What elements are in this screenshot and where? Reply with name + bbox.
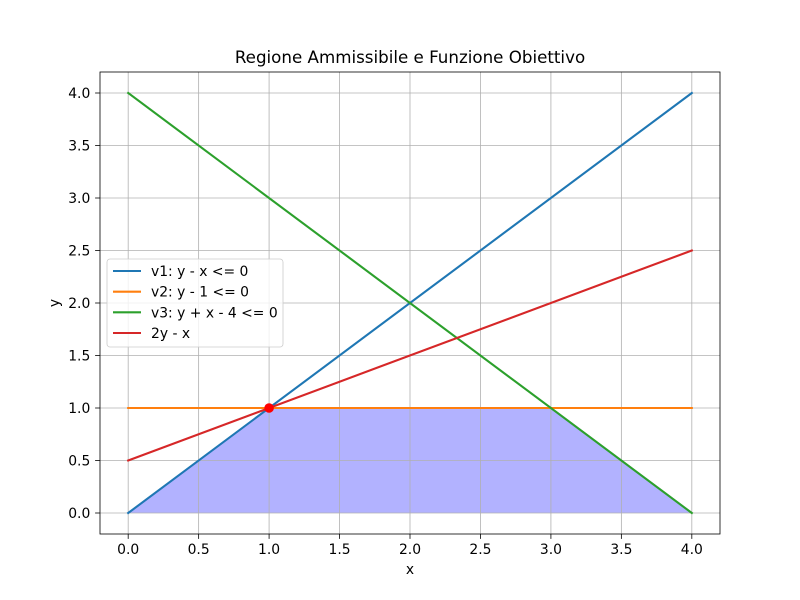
x-tick-label: 3.5: [610, 542, 632, 558]
y-tick-label: 1.0: [68, 401, 90, 417]
x-tick-label: 0.0: [117, 542, 139, 558]
y-tick-label: 1.5: [68, 349, 90, 365]
y-tick-label: 0.5: [68, 454, 90, 470]
legend-label: v1: y - x <= 0: [151, 264, 248, 280]
legend-frame: [106, 258, 284, 348]
chart-title: Regione Ammissibile e Funzione Obiettivo: [235, 47, 585, 67]
legend-entry: 2y - x: [113, 326, 190, 342]
y-tick-label: 0.0: [68, 506, 90, 522]
x-tick-label: 0.5: [188, 542, 210, 558]
x-tick-label: 4.0: [681, 542, 703, 558]
y-axis-label: y: [47, 299, 63, 307]
x-axis: 0.0 0.5 1.0 1.5 2.0 2.5 3.0 3.5 4.0: [117, 534, 703, 558]
series-line-4: [126, 249, 694, 462]
x-tick-label: 1.5: [328, 542, 350, 558]
legend-label: v3: y + x - 4 <= 0: [151, 305, 278, 321]
x-tick-label: 1.0: [258, 542, 280, 558]
legend-entry: v2: y - 1 <= 0: [113, 285, 249, 301]
legend-entry: v1: y - x <= 0: [113, 264, 248, 280]
points-layer: [264, 403, 274, 413]
x-tick-label: 3.0: [540, 542, 562, 558]
legend: v1: y - x <= 0 v2: y - 1 <= 0 v3: y + x - …: [106, 258, 284, 348]
x-tick-label: 2.0: [399, 542, 421, 558]
y-tick-label: 4.0: [68, 86, 90, 102]
legend-entry: v3: y + x - 4 <= 0: [113, 305, 278, 321]
y-tick-label: 2.5: [68, 244, 90, 260]
legend-label: 2y - x: [151, 326, 190, 342]
y-axis: 0.0 0.5 1.0 1.5 2.0 2.5 3.0 3.5 4.0: [68, 86, 100, 522]
series-line-3: [126, 91, 694, 515]
marked-point: [264, 403, 274, 413]
x-tick-label: 2.5: [469, 542, 491, 558]
y-tick-label: 2.0: [68, 296, 90, 312]
legend-label: v2: y - 1 <= 0: [151, 285, 249, 301]
y-tick-label: 3.5: [68, 139, 90, 155]
x-axis-label: x: [406, 562, 414, 578]
series-lines: [126, 91, 694, 515]
y-tick-label: 3.0: [68, 191, 90, 207]
